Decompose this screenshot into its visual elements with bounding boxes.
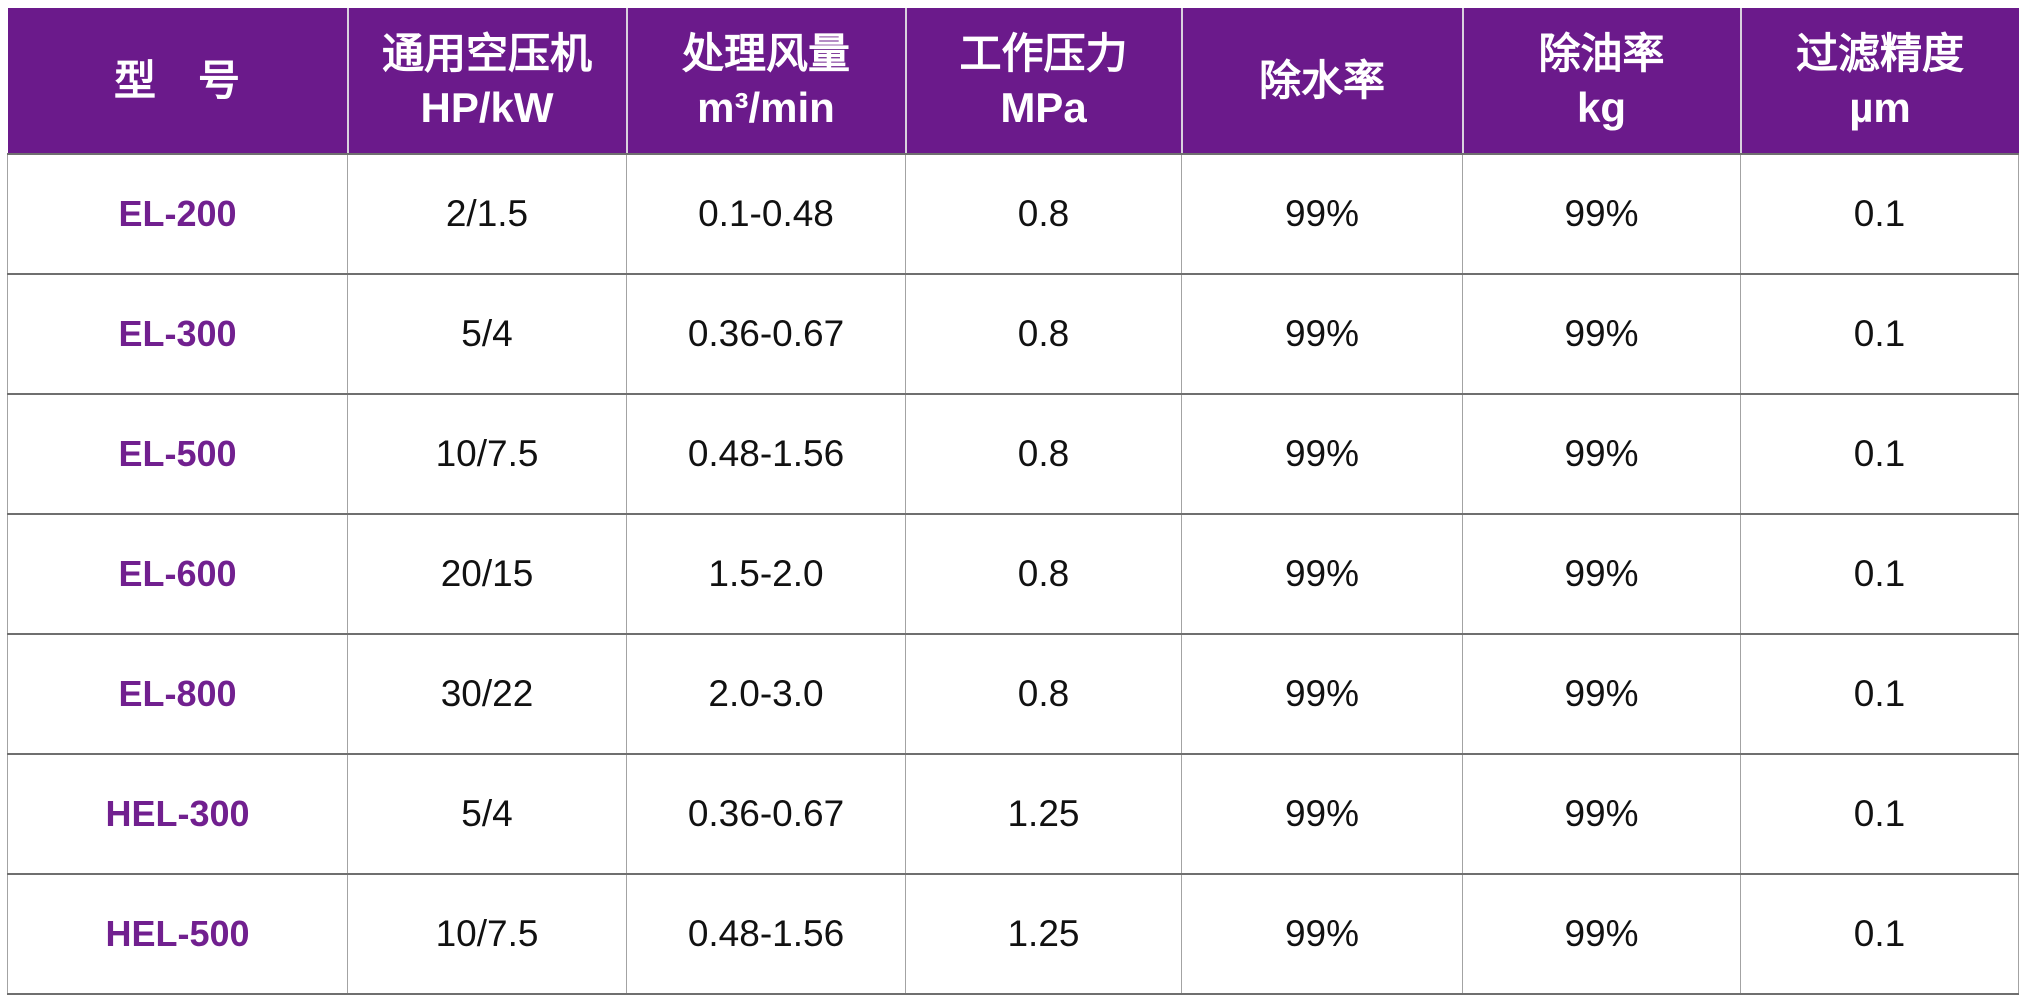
model-cell: HEL-300	[7, 753, 348, 875]
precision-cell: 0.1	[1740, 513, 2019, 635]
header-label: 除油率	[1538, 29, 1665, 77]
precision-cell: 0.1	[1740, 153, 2019, 275]
header-label: 除水率	[1258, 56, 1385, 104]
table-row: EL-600 20/15 1.5-2.0 0.8 99% 99% 0.1	[7, 513, 2019, 635]
spec-table-container: 型 号 通用空压机 HP/kW 处理风量 m³/min 工作压力 MPa 除水率	[7, 8, 2019, 995]
precision-cell: 0.1	[1740, 393, 2019, 515]
model-cell: EL-800	[7, 633, 348, 755]
flow-cell: 2.0-3.0	[626, 633, 906, 755]
header-unit: MPa	[1000, 83, 1087, 131]
oil-rate-cell: 99%	[1462, 753, 1741, 875]
precision-cell: 0.1	[1740, 273, 2019, 395]
table-header: 型 号 通用空压机 HP/kW 处理风量 m³/min 工作压力 MPa 除水率	[7, 8, 2019, 155]
flow-cell: 0.36-0.67	[626, 273, 906, 395]
header-label: 过滤精度	[1795, 29, 1964, 77]
col-header-filtration: 过滤精度 µm	[1739, 8, 2019, 155]
col-header-compressor: 通用空压机 HP/kW	[346, 8, 628, 155]
header-row: 型 号 通用空压机 HP/kW 处理风量 m³/min 工作压力 MPa 除水率	[7, 8, 2019, 155]
pressure-cell: 0.8	[905, 393, 1182, 515]
col-header-water-removal: 除水率	[1180, 8, 1464, 155]
pressure-cell: 1.25	[905, 753, 1182, 875]
precision-cell: 0.1	[1740, 873, 2019, 995]
model-cell: EL-600	[7, 513, 348, 635]
col-header-flow: 处理风量 m³/min	[625, 8, 907, 155]
product-spec-table: 型 号 通用空压机 HP/kW 处理风量 m³/min 工作压力 MPa 除水率	[7, 8, 2019, 995]
oil-rate-cell: 99%	[1462, 513, 1741, 635]
table-row: EL-300 5/4 0.36-0.67 0.8 99% 99% 0.1	[7, 273, 2019, 395]
water-rate-cell: 99%	[1181, 393, 1463, 515]
col-header-oil-removal: 除油率 kg	[1461, 8, 1742, 155]
flow-cell: 0.48-1.56	[626, 393, 906, 515]
water-rate-cell: 99%	[1181, 153, 1463, 275]
flow-cell: 0.1-0.48	[626, 153, 906, 275]
hp-kw-cell: 5/4	[347, 273, 627, 395]
table-row: EL-500 10/7.5 0.48-1.56 0.8 99% 99% 0.1	[7, 393, 2019, 515]
hp-kw-cell: 2/1.5	[347, 153, 627, 275]
hp-kw-cell: 5/4	[347, 753, 627, 875]
oil-rate-cell: 99%	[1462, 153, 1741, 275]
model-cell: HEL-500	[7, 873, 348, 995]
water-rate-cell: 99%	[1181, 633, 1463, 755]
oil-rate-cell: 99%	[1462, 393, 1741, 515]
water-rate-cell: 99%	[1181, 273, 1463, 395]
table-body: EL-200 2/1.5 0.1-0.48 0.8 99% 99% 0.1 EL…	[7, 153, 2019, 995]
header-label: 型 号	[113, 56, 240, 104]
pressure-cell: 0.8	[905, 633, 1182, 755]
hp-kw-cell: 10/7.5	[347, 873, 627, 995]
oil-rate-cell: 99%	[1462, 873, 1741, 995]
header-label: 工作压力	[959, 29, 1128, 77]
header-unit: HP/kW	[420, 83, 554, 131]
water-rate-cell: 99%	[1181, 873, 1463, 995]
pressure-cell: 0.8	[905, 153, 1182, 275]
flow-cell: 0.48-1.56	[626, 873, 906, 995]
col-header-model: 型 号	[7, 8, 349, 155]
header-label: 通用空压机	[381, 29, 592, 77]
hp-kw-cell: 20/15	[347, 513, 627, 635]
model-cell: EL-300	[7, 273, 348, 395]
model-cell: EL-500	[7, 393, 348, 515]
table-row: HEL-500 10/7.5 0.48-1.56 1.25 99% 99% 0.…	[7, 873, 2019, 995]
flow-cell: 1.5-2.0	[626, 513, 906, 635]
oil-rate-cell: 99%	[1462, 273, 1741, 395]
header-label: 处理风量	[681, 29, 850, 77]
col-header-pressure: 工作压力 MPa	[904, 8, 1183, 155]
pressure-cell: 0.8	[905, 513, 1182, 635]
table-row: EL-800 30/22 2.0-3.0 0.8 99% 99% 0.1	[7, 633, 2019, 755]
flow-cell: 0.36-0.67	[626, 753, 906, 875]
pressure-cell: 1.25	[905, 873, 1182, 995]
table-row: EL-200 2/1.5 0.1-0.48 0.8 99% 99% 0.1	[7, 153, 2019, 275]
pressure-cell: 0.8	[905, 273, 1182, 395]
water-rate-cell: 99%	[1181, 753, 1463, 875]
model-cell: EL-200	[7, 153, 348, 275]
header-unit: kg	[1576, 83, 1626, 131]
header-unit: m³/min	[697, 83, 835, 131]
precision-cell: 0.1	[1740, 633, 2019, 755]
precision-cell: 0.1	[1740, 753, 2019, 875]
hp-kw-cell: 10/7.5	[347, 393, 627, 515]
header-unit: µm	[1849, 83, 1911, 131]
water-rate-cell: 99%	[1181, 513, 1463, 635]
oil-rate-cell: 99%	[1462, 633, 1741, 755]
hp-kw-cell: 30/22	[347, 633, 627, 755]
table-row: HEL-300 5/4 0.36-0.67 1.25 99% 99% 0.1	[7, 753, 2019, 875]
